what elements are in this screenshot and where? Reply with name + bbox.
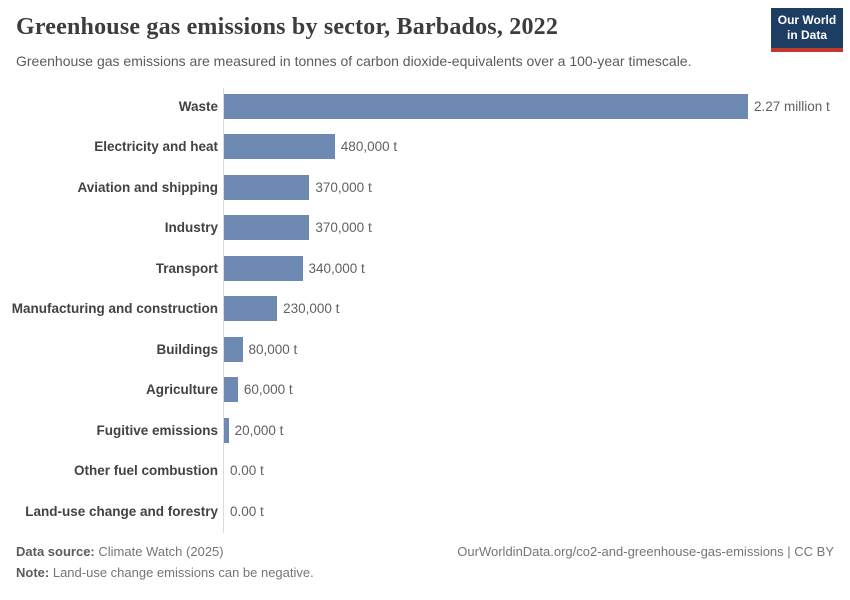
bar-chart: Waste 2.27 million t Electricity and heat 4…	[0, 86, 850, 533]
footer-link[interactable]: OurWorldinData.org/co2-and-greenhouse-ga…	[457, 544, 834, 559]
bar-area: 20,000 t	[218, 417, 850, 443]
category-label: Aviation and shipping	[77, 179, 219, 195]
category-label: Buildings	[156, 341, 219, 357]
category-label: Manufacturing and construction	[11, 301, 218, 317]
value-label: 60,000 t	[243, 382, 293, 398]
category-label: Agriculture	[145, 382, 218, 398]
value-label: 370,000 t	[315, 179, 372, 195]
bar-area: 480,000 t	[218, 134, 850, 160]
chart-row: Aviation and shipping 370,000 t	[0, 167, 850, 208]
chart-row: Industry 370,000 t	[0, 208, 850, 249]
bar[interactable]	[224, 215, 310, 241]
bar-area: 80,000 t	[218, 336, 850, 362]
chart-row: Electricity and heat 480,000 t	[0, 127, 850, 168]
data-source-line: Data source: Climate Watch (2025)	[16, 541, 314, 562]
owid-logo-line2: in Data	[786, 28, 827, 42]
category-label: Fugitive emissions	[96, 422, 218, 438]
bar-area: 2.27 million t	[218, 93, 850, 119]
value-label: 0.00 t	[230, 463, 264, 479]
note-label: Note:	[16, 565, 50, 580]
data-source-label: Data source:	[16, 544, 95, 559]
category-label: Transport	[155, 260, 218, 276]
bar-area: 340,000 t	[218, 255, 850, 281]
chart-row: Manufacturing and construction 230,000 t	[0, 289, 850, 330]
chart-row: Transport 340,000 t	[0, 248, 850, 289]
page-title: Greenhouse gas emissions by sector, Barb…	[16, 14, 559, 40]
value-label: 370,000 t	[315, 220, 372, 236]
category-label: Other fuel combustion	[73, 463, 218, 479]
chart-row: Buildings 80,000 t	[0, 329, 850, 370]
value-label: 2.27 million t	[754, 98, 830, 114]
bar[interactable]	[224, 255, 303, 281]
bar[interactable]	[224, 417, 229, 443]
bar[interactable]	[224, 336, 243, 362]
note-line: Note: Land-use change emissions can be n…	[16, 562, 314, 583]
bar-area: 60,000 t	[218, 377, 850, 403]
value-label: 340,000 t	[308, 260, 365, 276]
value-label: 480,000 t	[340, 139, 398, 155]
category-label: Land-use change and forestry	[25, 503, 218, 519]
category-label: Waste	[178, 98, 218, 114]
bar-area: 370,000 t	[218, 215, 850, 241]
chart-row: Land-use change and forestry 0.00 t	[0, 491, 850, 532]
chart-row: Waste 2.27 million t	[0, 86, 850, 127]
chart-row: Fugitive emissions 20,000 t	[0, 410, 850, 451]
bar[interactable]	[224, 296, 278, 322]
bar[interactable]	[224, 174, 310, 200]
chart-row: Agriculture 60,000 t	[0, 370, 850, 411]
bar[interactable]	[224, 93, 748, 119]
value-label: 0.00 t	[230, 503, 264, 519]
chart-subtitle: Greenhouse gas emissions are measured in…	[16, 53, 692, 69]
chart-row: Other fuel combustion 0.00 t	[0, 451, 850, 492]
bar[interactable]	[224, 134, 335, 160]
owid-logo-line1: Our World	[777, 13, 837, 27]
bar[interactable]	[224, 377, 238, 403]
data-source-value[interactable]: Climate Watch (2025)	[98, 544, 224, 559]
value-label: 230,000 t	[283, 301, 340, 317]
bar-area: 0.00 t	[218, 463, 850, 478]
value-label: 20,000 t	[234, 422, 284, 438]
category-label: Electricity and heat	[94, 139, 218, 155]
chart-footer: Data source: Climate Watch (2025) Note: …	[16, 541, 834, 583]
owid-logo[interactable]: Our World in Data	[771, 8, 843, 52]
bar-area: 230,000 t	[218, 296, 850, 322]
note-value: Land-use change emissions can be negativ…	[52, 565, 314, 580]
bar-area: 0.00 t	[218, 504, 850, 519]
bar-area: 370,000 t	[218, 174, 850, 200]
footer-left: Data source: Climate Watch (2025) Note: …	[16, 541, 314, 583]
category-label: Industry	[164, 220, 218, 236]
value-label: 80,000 t	[248, 341, 298, 357]
